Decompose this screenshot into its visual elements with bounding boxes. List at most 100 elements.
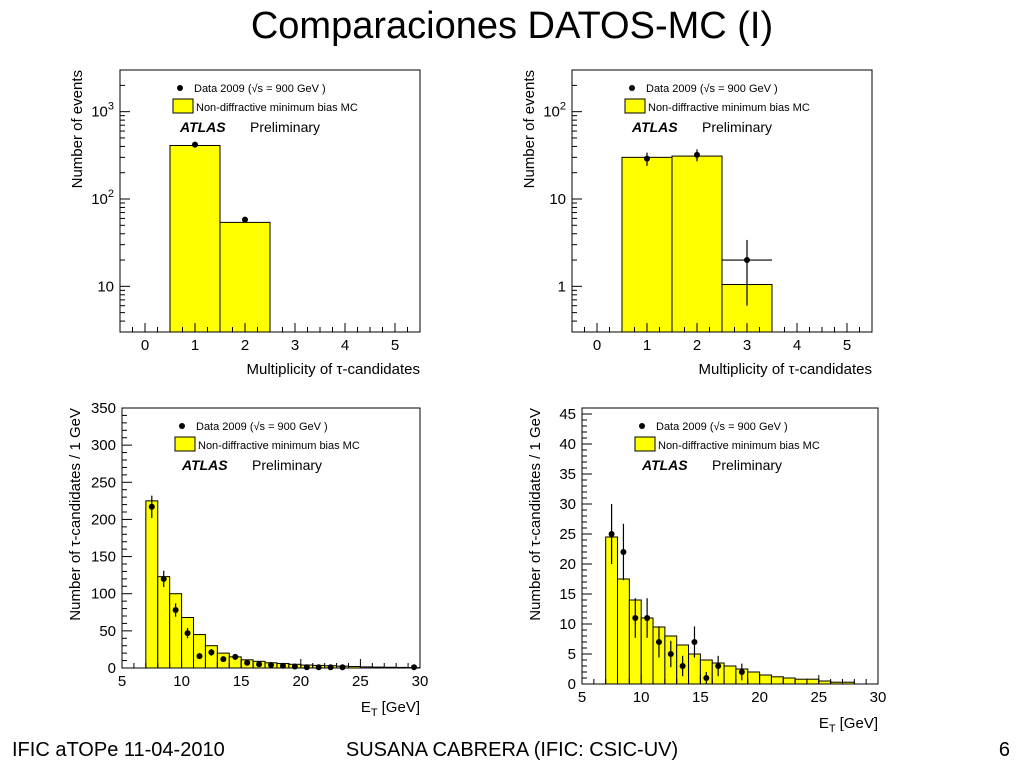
- y-tick-label: 10: [97, 278, 114, 295]
- data-point: [679, 663, 686, 669]
- mc-bar: [617, 578, 630, 685]
- y-tick-label-base: 50: [99, 623, 116, 640]
- data-point: [655, 639, 662, 645]
- data-point: [291, 663, 298, 670]
- y-axis-label: Number of events: [521, 70, 538, 188]
- y-tick-label: 350: [91, 400, 116, 417]
- x-tick-label: 5: [391, 337, 399, 354]
- mc-bar: [621, 156, 673, 333]
- data-point: [608, 531, 615, 537]
- x-tick-label: 5: [118, 673, 126, 690]
- mc-bar: [219, 221, 271, 333]
- x-axis-label-sub: T: [371, 707, 378, 719]
- mc-bar: [794, 678, 808, 685]
- data-point: [703, 675, 710, 681]
- y-tick-label-base: 10: [91, 191, 108, 208]
- slide-title: Comparaciones DATOS-MC (I): [250, 5, 774, 47]
- data-point: [715, 663, 722, 669]
- x-axis-label-main: E: [361, 699, 371, 716]
- data-point: [148, 503, 155, 510]
- data-point: [242, 216, 248, 223]
- y-tick-label-base: 5: [568, 646, 576, 663]
- y-tick-label: 0: [108, 660, 116, 677]
- x-axis-label-main: Multiplicity of τ-candidates: [699, 361, 873, 378]
- x-axis-label-main: Multiplicity of τ-candidates: [247, 361, 421, 378]
- mc-bar: [671, 155, 723, 333]
- data-point: [244, 659, 251, 666]
- x-tick-label: 5: [843, 337, 851, 354]
- x-tick-label: 0: [593, 337, 601, 354]
- y-tick-label: 25: [559, 526, 576, 543]
- y-axis-label: Number of events: [69, 70, 86, 188]
- y-tick-label: 103: [91, 101, 114, 121]
- data-point: [315, 664, 322, 671]
- mc-bar: [169, 144, 221, 333]
- legend-data-marker: [629, 85, 635, 91]
- y-axis-label: Number of τ-candidates / 1 GeV: [67, 408, 84, 621]
- x-axis-label: ET [GeV]: [819, 715, 878, 735]
- data-point: [220, 656, 227, 663]
- mc-bar: [181, 616, 195, 669]
- mc-bar: [747, 671, 761, 685]
- x-tick-label: 15: [692, 689, 709, 706]
- data-point: [256, 661, 263, 668]
- mc-bar: [157, 576, 171, 669]
- legend-data-label: Data 2009 (√s = 900 GeV ): [656, 421, 788, 433]
- y-tick-label-base: 150: [91, 549, 116, 566]
- y-tick-label: 100: [91, 586, 116, 603]
- mc-bar: [688, 653, 701, 685]
- y-tick-label-base: 15: [559, 586, 576, 603]
- data-point: [667, 651, 674, 657]
- y-tick-label: 250: [91, 474, 116, 491]
- y-tick-label-exponent: 2: [108, 188, 114, 200]
- x-tick-label: 3: [743, 337, 751, 354]
- y-tick-label: 200: [91, 511, 116, 528]
- y-tick-label-base: 20: [559, 556, 576, 573]
- x-axis-label-main: E: [819, 715, 829, 732]
- footer-event: IFIC aTOPe 11-04-2010: [12, 739, 225, 761]
- atlas-brand: ATLAS: [641, 457, 688, 473]
- y-tick-label: 10: [549, 191, 566, 208]
- data-point: [644, 615, 651, 621]
- atlas-status: Preliminary: [252, 457, 322, 473]
- mc-bar: [806, 678, 820, 685]
- y-tick-label: 0: [568, 676, 576, 693]
- y-tick-label: 102: [543, 101, 566, 121]
- data-point: [279, 662, 286, 669]
- y-tick-label: 300: [91, 437, 116, 454]
- mc-bar: [759, 674, 772, 685]
- data-point: [208, 649, 215, 656]
- y-tick-label-base: 300: [91, 437, 116, 454]
- legend-mc-label: Non-diffractive minimum bias MC: [198, 440, 360, 452]
- x-tick-label: 3: [291, 337, 299, 354]
- x-tick-label: 10: [173, 673, 190, 690]
- atlas-brand: ATLAS: [181, 457, 228, 473]
- y-tick-label: 35: [559, 466, 576, 483]
- mc-bar: [723, 665, 737, 685]
- x-tick-label: 15: [233, 673, 250, 690]
- y-tick-label: 50: [99, 623, 116, 640]
- data-point: [160, 575, 167, 582]
- x-axis-label: ET [GeV]: [361, 699, 420, 719]
- y-tick-label-base: 0: [568, 676, 576, 693]
- x-tick-label: 5: [578, 689, 586, 706]
- legend-data-label: Data 2009 (√s = 900 GeV ): [196, 421, 328, 433]
- data-point: [694, 151, 700, 158]
- x-tick-label: 25: [352, 673, 369, 690]
- legend-mc-swatch: [634, 436, 656, 452]
- y-tick-label-base: 40: [559, 436, 576, 453]
- legend-data-marker: [639, 423, 645, 429]
- y-tick-label-base: 10: [549, 191, 566, 208]
- legend-data-marker: [177, 85, 183, 91]
- y-tick-label: 20: [559, 556, 576, 573]
- y-tick-label-base: 45: [559, 406, 576, 423]
- x-tick-label: 1: [643, 337, 651, 354]
- atlas-status: Preliminary: [250, 119, 320, 135]
- y-tick-label: 102: [91, 188, 114, 208]
- legend-mc-swatch: [624, 98, 646, 114]
- y-tick-label-base: 35: [559, 466, 576, 483]
- x-axis-label-sub: T: [829, 723, 836, 735]
- y-tick-label: 30: [559, 496, 576, 513]
